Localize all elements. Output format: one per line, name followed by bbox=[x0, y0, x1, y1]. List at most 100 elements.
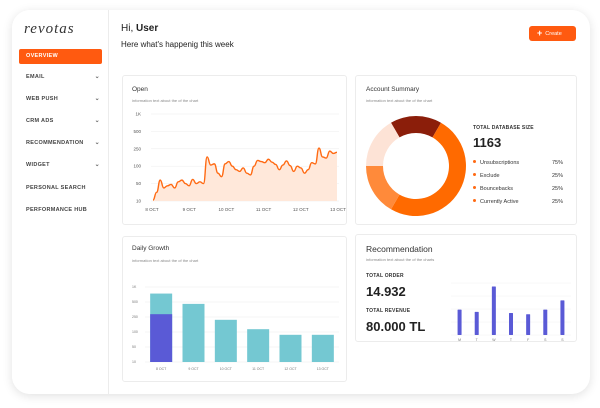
open-title: Open bbox=[132, 86, 148, 93]
x-tick-label: 13 OCT bbox=[330, 207, 346, 212]
rec-bar bbox=[509, 313, 513, 335]
plus-icon: + bbox=[537, 28, 543, 38]
daily-growth-card: Daily Growth information text about the … bbox=[122, 236, 347, 382]
x-tick-label: T bbox=[476, 338, 479, 342]
account-donut-chart bbox=[366, 116, 466, 216]
rec-bar bbox=[457, 309, 462, 335]
account-subtitle: information text about the of the chart bbox=[366, 98, 433, 103]
legend-dot-icon bbox=[473, 160, 476, 163]
y-tick-label: 500 bbox=[133, 129, 141, 134]
x-tick-label: 12 OCT bbox=[293, 207, 309, 212]
sidebar-item-label: PERFORMANCE HUB bbox=[26, 207, 88, 213]
chevron-down-icon: ⌄ bbox=[94, 140, 100, 146]
rec-title: Recommendation bbox=[366, 244, 433, 254]
user-name: User bbox=[136, 23, 159, 34]
y-tick-label: 500 bbox=[132, 300, 138, 304]
legend-label: Exclude bbox=[480, 173, 500, 179]
sidebar-item-overview[interactable]: OVERVIEW bbox=[19, 49, 102, 64]
legend-percent: 75% bbox=[551, 160, 563, 166]
growth-title: Daily Growth bbox=[132, 245, 170, 252]
legend-percent: 25% bbox=[551, 186, 563, 192]
total-revenue-label: TOTAL REVENUE bbox=[366, 308, 411, 314]
open-series-line bbox=[152, 147, 338, 201]
sidebar-item-web-push[interactable]: WEB PUSH ⌄ bbox=[26, 96, 100, 102]
x-tick-label: 12 OCT bbox=[284, 367, 297, 371]
legend-percent: 25% bbox=[551, 173, 563, 179]
growth-bar bbox=[247, 329, 270, 362]
chevron-down-icon: ⌄ bbox=[94, 96, 100, 102]
create-button[interactable]: + Create bbox=[529, 26, 576, 41]
y-tick-label: 100 bbox=[132, 330, 138, 334]
x-tick-label: 9 OCT bbox=[183, 207, 197, 212]
legend-label: Bouncebacks bbox=[480, 186, 514, 192]
donut-slice-exclude bbox=[366, 166, 400, 210]
legend-dot-icon bbox=[473, 199, 476, 202]
legend-dot-icon bbox=[473, 186, 476, 189]
legend-label: Currently Active bbox=[480, 199, 519, 205]
total-order-label: TOTAL ORDER bbox=[366, 273, 404, 279]
legend-item: Bouncebacks 25% bbox=[473, 186, 563, 192]
chevron-down-icon: ⌄ bbox=[94, 74, 100, 80]
y-tick-label: 250 bbox=[132, 315, 138, 319]
open-card: Open information text about the of the c… bbox=[122, 75, 347, 225]
growth-bar-overlay bbox=[150, 314, 173, 362]
sidebar-item-label: WEB PUSH bbox=[26, 96, 59, 102]
account-title: Account Summary bbox=[366, 86, 420, 93]
sidebar: revotas OVERVIEW EMAIL ⌄ WEB PUSH ⌄ CRM ADS ⌄… bbox=[12, 10, 109, 394]
growth-subtitle: information text about the of the chart bbox=[132, 258, 199, 263]
growth-bar bbox=[311, 334, 334, 362]
x-tick-label: 10 OCT bbox=[219, 207, 235, 212]
legend-item: Exclude 25% bbox=[473, 173, 563, 179]
growth-bar-chart: 1K 500 250 100 50 10 8 OCT 9 OCT 10 OCT 11 OCT 12 … bbox=[132, 285, 339, 371]
recommendation-card: Recommendation information text about th… bbox=[355, 234, 577, 342]
donut-slice-unsubscriptions bbox=[391, 122, 466, 216]
legend-item: Currently Active 25% bbox=[473, 199, 563, 205]
sidebar-item-widget[interactable]: WIDGET ⌄ bbox=[26, 162, 100, 168]
app-logo[interactable]: revotas bbox=[24, 21, 75, 38]
donut-slice-bouncebacks bbox=[366, 122, 400, 166]
sidebar-item-label: PERSONAL SEARCH bbox=[26, 185, 86, 191]
app-window: revotas OVERVIEW EMAIL ⌄ WEB PUSH ⌄ CRM ADS ⌄… bbox=[12, 10, 590, 394]
y-tick-label: 10 bbox=[132, 360, 136, 364]
sidebar-item-label: CRM ADS bbox=[26, 118, 54, 124]
page-subtitle: Here what's happenig this week bbox=[121, 40, 234, 49]
open-area-fill bbox=[153, 148, 337, 201]
chevron-down-icon: ⌄ bbox=[94, 118, 100, 124]
x-tick-label: S bbox=[561, 338, 564, 342]
y-tick-label: 100 bbox=[133, 164, 141, 169]
x-tick-label: F bbox=[527, 338, 529, 342]
y-tick-label: 250 bbox=[133, 146, 141, 151]
rec-bar bbox=[560, 300, 565, 335]
sidebar-item-email[interactable]: EMAIL ⌄ bbox=[26, 74, 100, 80]
donut-slice-currently-active bbox=[391, 116, 441, 138]
y-tick-label: 1K bbox=[132, 285, 137, 289]
sidebar-item-personal-search[interactable]: PERSONAL SEARCH bbox=[26, 185, 100, 191]
sidebar-item-performance-hub[interactable]: PERFORMANCE HUB bbox=[26, 207, 100, 213]
x-tick-label: 9 OCT bbox=[188, 367, 199, 371]
create-label: Create bbox=[545, 31, 562, 37]
x-tick-label: M bbox=[458, 338, 461, 342]
growth-bar bbox=[182, 303, 205, 362]
x-tick-label: 8 OCT bbox=[156, 367, 167, 371]
x-tick-label: 10 OCT bbox=[220, 367, 233, 371]
open-area-chart: 1K 500 250 100 50 108 OCT 9 OCT 10 OCT 11 OCT 12 … bbox=[133, 112, 346, 213]
y-tick-label: 50 bbox=[136, 181, 142, 186]
sidebar-item-label: EMAIL bbox=[26, 74, 45, 80]
legend-label: Unsubscriptions bbox=[480, 160, 520, 166]
total-db-label: TOTAL DATABASE SIZE bbox=[473, 125, 534, 131]
x-tick-label: W bbox=[492, 338, 496, 342]
y-tick-label: 10 bbox=[136, 199, 142, 204]
sidebar-item-label: WIDGET bbox=[26, 162, 50, 168]
rec-subtitle: information text about the of the charts bbox=[366, 257, 435, 262]
sidebar-item-recommendation[interactable]: RECOMMENDATION ⌄ bbox=[26, 140, 100, 146]
sidebar-item-crm-ads[interactable]: CRM ADS ⌄ bbox=[26, 118, 100, 124]
y-tick-label: 50 bbox=[132, 345, 136, 349]
x-tick-label: 13 OCT bbox=[317, 367, 330, 371]
y-tick-label: 1K bbox=[135, 112, 141, 117]
legend-dot-icon bbox=[473, 173, 476, 176]
greeting: Hi, User bbox=[121, 23, 159, 34]
rec-bar bbox=[474, 311, 479, 335]
legend-item: Unsubscriptions 75% bbox=[473, 160, 563, 166]
rec-bar bbox=[526, 314, 531, 335]
